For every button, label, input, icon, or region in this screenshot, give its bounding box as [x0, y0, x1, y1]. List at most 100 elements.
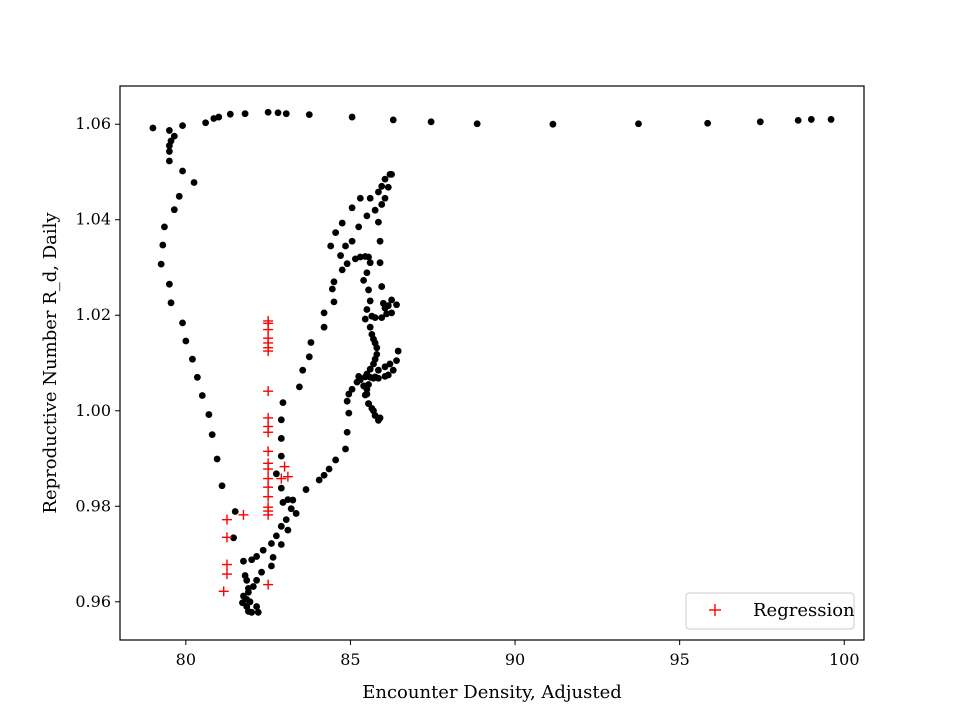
- y-tick-label: 1.06: [75, 114, 111, 133]
- data-point: [241, 110, 249, 118]
- regression-point: [263, 427, 274, 438]
- data-point: [383, 310, 391, 318]
- data-point: [268, 540, 275, 547]
- data-point: [338, 219, 346, 227]
- data-point: [345, 390, 353, 398]
- data-point: [193, 373, 201, 381]
- data-point: [282, 110, 290, 118]
- data-point: [289, 496, 297, 504]
- regression-point: [263, 446, 274, 457]
- data-point: [277, 452, 285, 460]
- data-point: [342, 242, 349, 250]
- data-point: [170, 206, 178, 214]
- regression-point: [263, 473, 274, 484]
- data-point: [208, 431, 216, 439]
- data-point: [320, 309, 328, 317]
- data-point: [366, 323, 374, 331]
- data-point: [240, 592, 247, 600]
- data-point: [370, 374, 377, 382]
- data-point: [165, 127, 173, 134]
- data-point: [179, 319, 186, 327]
- data-point: [213, 455, 221, 463]
- data-point: [240, 557, 247, 565]
- data-point: [205, 411, 213, 418]
- data-point: [305, 353, 313, 361]
- regression-point: [282, 471, 293, 482]
- data-point: [277, 522, 285, 530]
- legend: Regression: [685, 592, 855, 630]
- data-point: [361, 373, 369, 381]
- data-point: [332, 456, 340, 464]
- data-point: [360, 382, 368, 390]
- data-point: [368, 312, 376, 320]
- data-point: [327, 242, 335, 250]
- data-point: [202, 119, 209, 127]
- data-point: [378, 201, 386, 208]
- data-point: [381, 363, 389, 371]
- data-point: [330, 298, 338, 306]
- data-point: [253, 553, 261, 560]
- data-point: [307, 339, 315, 346]
- x-tick-label: 95: [669, 650, 689, 669]
- x-tick-label: 85: [340, 650, 360, 669]
- data-point: [277, 484, 285, 492]
- data-point: [248, 556, 256, 564]
- data-point: [394, 347, 402, 355]
- data-point: [149, 124, 157, 132]
- data-point: [473, 120, 481, 128]
- data-point: [279, 499, 287, 506]
- data-point: [287, 505, 295, 513]
- regression-point: [263, 482, 274, 493]
- data-point: [272, 470, 280, 478]
- data-point: [277, 435, 285, 442]
- data-point: [320, 323, 328, 331]
- regression-point: [276, 473, 287, 484]
- data-point: [355, 372, 363, 380]
- data-point: [215, 113, 223, 121]
- data-point: [268, 562, 275, 570]
- data-point: [393, 301, 400, 309]
- data-point: [378, 314, 386, 322]
- data-point: [375, 374, 382, 382]
- data-point: [386, 360, 394, 368]
- data-point: [388, 296, 395, 304]
- data-point: [338, 266, 346, 274]
- data-point: [381, 194, 389, 202]
- data-point: [330, 278, 338, 286]
- legend-box: [685, 592, 855, 630]
- y-tick-label: 1.04: [75, 210, 111, 229]
- data-point: [302, 486, 310, 493]
- data-point: [389, 366, 397, 374]
- data-point: [342, 445, 349, 453]
- legend-label-regression: Regression: [753, 600, 855, 621]
- data-point: [348, 385, 356, 393]
- data-point: [376, 259, 384, 267]
- data-point: [284, 496, 292, 503]
- x-tick-label: 100: [829, 650, 860, 669]
- data-point: [179, 167, 186, 175]
- y-axis-label: Reproductive Number R_d, Daily: [40, 212, 61, 514]
- regression-point: [263, 346, 274, 357]
- regression-point: [263, 412, 274, 423]
- x-tick-label: 90: [505, 650, 525, 669]
- data-point: [348, 237, 356, 245]
- data-point: [296, 383, 303, 391]
- data-point: [239, 599, 246, 607]
- data-point: [274, 109, 282, 117]
- y-tick-label: 1.00: [75, 401, 111, 420]
- legend-marker-regression: [709, 604, 721, 616]
- data-point: [427, 118, 435, 126]
- regression-point: [218, 586, 229, 597]
- data-point: [363, 306, 371, 313]
- data-point: [827, 116, 835, 123]
- data-point: [230, 534, 237, 542]
- data-point: [272, 532, 280, 540]
- y-tick-label: 0.96: [75, 592, 111, 611]
- data-point: [370, 360, 377, 368]
- data-point: [356, 253, 364, 261]
- data-point: [248, 608, 256, 616]
- data-point: [264, 108, 272, 116]
- data-point: [320, 471, 328, 479]
- data-point: [807, 116, 815, 123]
